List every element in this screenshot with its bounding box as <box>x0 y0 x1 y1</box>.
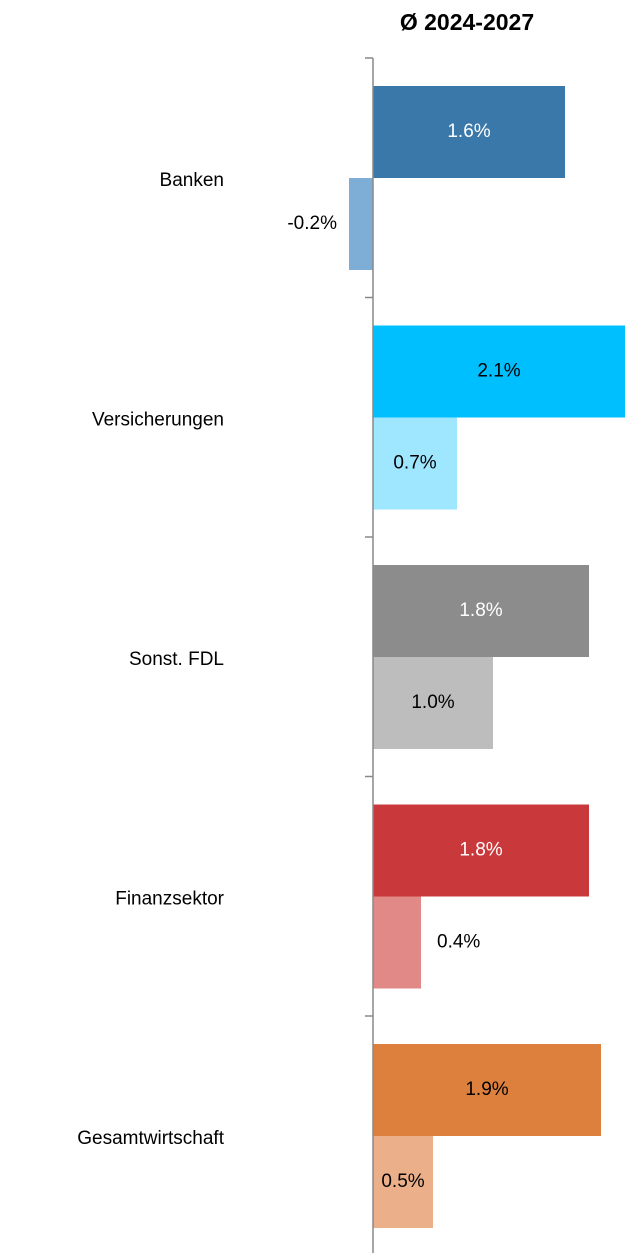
category-label: Finanzsektor <box>115 888 224 909</box>
bar <box>373 86 565 178</box>
bar <box>373 896 421 989</box>
bar <box>373 1044 601 1136</box>
value-label: 1.6% <box>447 121 490 142</box>
bar <box>373 325 625 418</box>
value-label: 1.9% <box>465 1079 508 1100</box>
bar <box>373 565 589 657</box>
value-label: 1.8% <box>459 600 502 621</box>
category-label: Sonst. FDL <box>129 649 224 670</box>
value-label: 0.4% <box>437 932 480 953</box>
bar <box>373 804 589 897</box>
category-label: Versicherungen <box>92 409 224 430</box>
bar <box>349 178 373 270</box>
value-label: 1.0% <box>411 692 454 713</box>
bar <box>373 1136 433 1228</box>
value-label: 2.1% <box>477 361 520 382</box>
value-label: 1.8% <box>459 840 502 861</box>
value-label: 0.5% <box>381 1171 424 1192</box>
bar <box>373 417 457 510</box>
category-label: Gesamtwirtschaft <box>77 1128 224 1149</box>
value-label: -0.2% <box>287 213 337 234</box>
chart-title: Ø 2024-2027 <box>400 9 534 35</box>
category-label: Banken <box>160 170 224 191</box>
bar <box>373 657 493 749</box>
value-label: 0.7% <box>393 453 436 474</box>
